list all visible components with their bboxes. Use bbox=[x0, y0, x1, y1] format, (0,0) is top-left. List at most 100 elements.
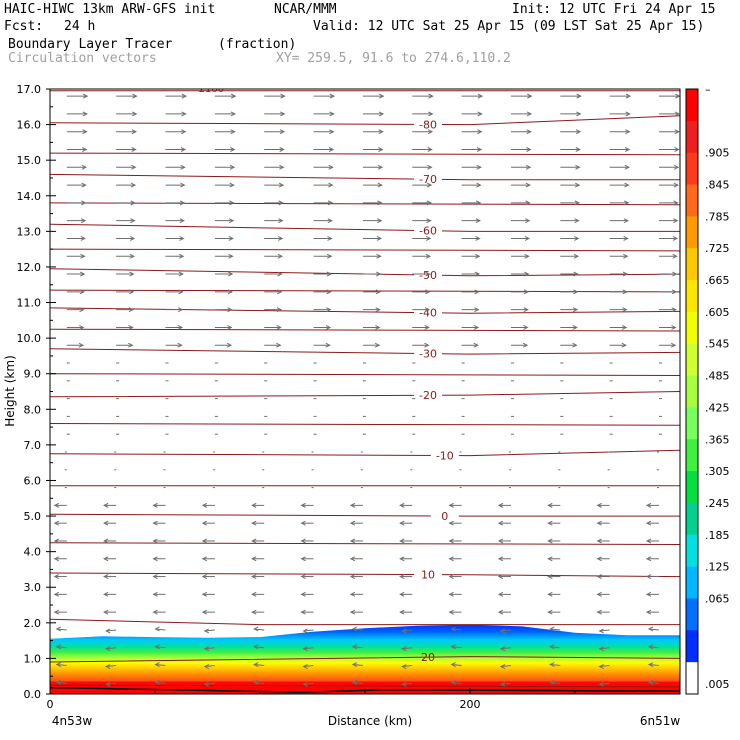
circulation-vector bbox=[497, 502, 511, 508]
circulation-vector bbox=[105, 681, 117, 687]
circulation-vector bbox=[497, 574, 511, 580]
circulation-vector bbox=[659, 236, 679, 241]
circulation-vector bbox=[313, 253, 333, 259]
circulation-vector bbox=[214, 342, 233, 348]
contour-label: -30 bbox=[419, 348, 437, 361]
contour-label-top: -2100 bbox=[195, 84, 224, 95]
contour-line bbox=[50, 391, 680, 398]
axes: 0.0 1.0 2.0 3.0 4.0 5.0 6.0 7.0 8.0 9.0 10.0 11.0 12… bbox=[3, 83, 681, 728]
circulation-vector bbox=[264, 164, 285, 170]
colorbar-label: .665 bbox=[705, 274, 730, 287]
y-tick-label: 8.0 bbox=[24, 403, 42, 416]
y-tick-label: 9.0 bbox=[24, 368, 42, 381]
circulation-vector bbox=[362, 200, 383, 206]
circulation-vector bbox=[116, 271, 135, 277]
y-tick-label: 17.0 bbox=[17, 83, 42, 96]
tracer-fill bbox=[50, 624, 680, 694]
circulation-vector bbox=[412, 218, 432, 224]
circulation-vector bbox=[103, 538, 117, 544]
tracer-area bbox=[50, 624, 680, 694]
circulation-vector bbox=[349, 520, 363, 526]
circulation-vector bbox=[116, 200, 136, 206]
circulation-vector bbox=[103, 520, 117, 526]
circulation-vector bbox=[560, 111, 582, 117]
x-tick-label: 0 bbox=[47, 698, 54, 711]
contour-line bbox=[50, 572, 680, 578]
circulation-vector bbox=[448, 520, 462, 526]
circulation-vector bbox=[461, 218, 481, 224]
circulation-vector bbox=[560, 147, 581, 152]
colorbar: – .905 .845 .785 .725 .665 .605 .545 .485 .425 .36… bbox=[685, 83, 730, 695]
colorbar-swatch bbox=[686, 471, 698, 504]
circulation-vector bbox=[399, 502, 413, 508]
contour-label: -80 bbox=[419, 118, 437, 131]
circulation-vector bbox=[116, 218, 136, 224]
circulation-vector bbox=[450, 644, 462, 650]
circulation-vector bbox=[362, 111, 385, 117]
circulation-vector bbox=[547, 502, 561, 508]
y-tick-label: 2.0 bbox=[24, 617, 42, 630]
circulation-vector bbox=[165, 289, 184, 295]
circulation-vector bbox=[53, 591, 67, 597]
circulation-vector bbox=[659, 164, 680, 170]
circulation-vector bbox=[165, 253, 185, 259]
circulation-vector bbox=[598, 646, 610, 652]
circulation-vector bbox=[165, 236, 185, 241]
circulation-vector bbox=[510, 289, 530, 295]
y-tick-label: 7.0 bbox=[24, 439, 42, 452]
contour-label: -60 bbox=[419, 225, 437, 238]
circulation-vector bbox=[214, 147, 236, 152]
circulation-vector bbox=[596, 520, 610, 526]
circulation-vector bbox=[645, 556, 659, 562]
colorbar-label: .725 bbox=[705, 242, 730, 255]
circulation-vector bbox=[659, 200, 679, 206]
circulation-vector bbox=[499, 646, 511, 652]
circulation-vector bbox=[412, 253, 432, 259]
circulation-vector bbox=[609, 164, 630, 170]
circulation-vector bbox=[103, 556, 117, 562]
circulation-vector bbox=[165, 271, 184, 277]
circulation-vector bbox=[351, 626, 363, 632]
circulation-vector bbox=[609, 271, 629, 277]
circulation-vector bbox=[609, 307, 628, 313]
circulation-vector bbox=[66, 147, 88, 152]
colorbar-swatch bbox=[686, 311, 698, 345]
circulation-vector bbox=[214, 324, 233, 330]
circulation-vector bbox=[214, 253, 234, 259]
circulation-vector bbox=[53, 502, 67, 508]
circulation-vector bbox=[103, 502, 117, 508]
circulation-vector bbox=[461, 289, 480, 295]
circulation-vector bbox=[201, 520, 215, 526]
circulation-vector bbox=[412, 342, 430, 348]
circulation-vector bbox=[448, 591, 462, 597]
circulation-vector bbox=[560, 218, 580, 224]
circulation-vector bbox=[547, 591, 561, 597]
circulation-vector bbox=[66, 218, 87, 224]
circulation-vector bbox=[116, 289, 135, 295]
circulation-vector bbox=[351, 679, 363, 685]
colorbar-label: .065 bbox=[705, 592, 730, 605]
circulation-vector bbox=[461, 236, 481, 241]
circulation-vector bbox=[313, 218, 333, 224]
contour-line bbox=[50, 348, 680, 355]
circulation-vector bbox=[264, 182, 285, 188]
y-tick-label: 4.0 bbox=[24, 546, 42, 559]
contour-line bbox=[50, 656, 680, 663]
colorbar-label: .005 bbox=[705, 678, 730, 691]
circulation-vector bbox=[253, 679, 265, 685]
circulation-vector bbox=[401, 646, 413, 652]
circulation-vector bbox=[362, 93, 385, 99]
circulation-vector bbox=[302, 664, 314, 669]
contour-label: -10 bbox=[436, 449, 454, 462]
circulation-vector bbox=[152, 502, 166, 508]
colorbar-swatch bbox=[686, 216, 698, 249]
circulation-vector bbox=[659, 182, 679, 188]
circulation-vector bbox=[214, 200, 235, 206]
circulation-vector bbox=[560, 182, 581, 188]
colorbar-swatch bbox=[686, 439, 698, 472]
y-tick-label: 0.0 bbox=[24, 688, 42, 701]
circulation-vector bbox=[448, 538, 462, 544]
colorbar-label: .305 bbox=[705, 465, 730, 478]
circulation-vector bbox=[300, 520, 314, 526]
circulation-vector bbox=[66, 342, 85, 348]
